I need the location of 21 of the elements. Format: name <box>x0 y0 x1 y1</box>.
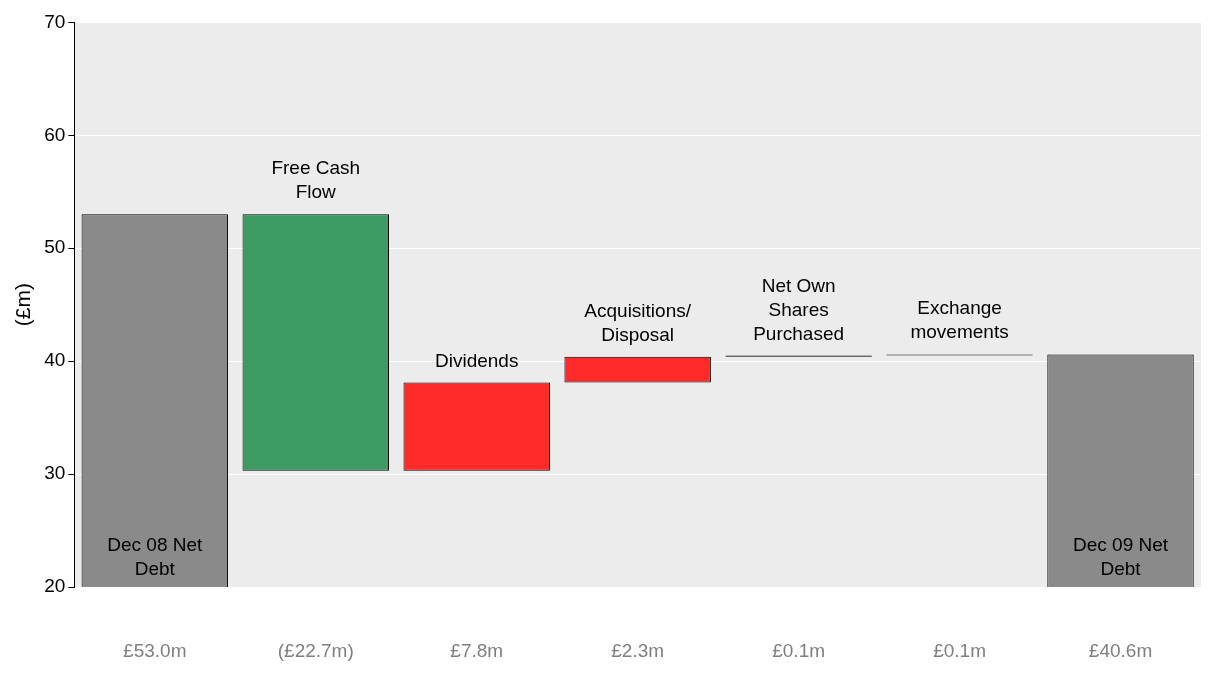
y-tick-label: 70 <box>44 10 66 32</box>
y-tick-label: 60 <box>44 123 66 145</box>
x-tick-label: Acquisitions/ Disposal <box>584 299 692 345</box>
data-label: £40.6m <box>1088 640 1153 661</box>
data-label: £7.8m <box>450 640 504 661</box>
data-label: £0.1m <box>772 640 826 661</box>
x-tick-label: Net Own Shares Purchased <box>753 274 845 344</box>
y-tick-label: 50 <box>44 236 66 258</box>
x-tick-label: Dividends <box>435 349 519 371</box>
x-tick-label: Dec 08 Net Debt <box>107 534 204 579</box>
x-tick-label: Dec 09 Net Debt <box>1073 534 1169 579</box>
data-label: (£22.7m) <box>277 640 354 661</box>
y-tick-label: 30 <box>44 462 66 484</box>
y-axis-title: (£m) <box>11 283 35 327</box>
x-tick-label: Free Cash Flow <box>271 157 361 203</box>
data-label: £0.1m <box>933 640 986 661</box>
data-label: £53.0m <box>123 640 187 661</box>
y-tick-label: 20 <box>44 575 66 597</box>
data-label: £2.3m <box>611 640 665 661</box>
y-tick-label: 40 <box>44 349 66 371</box>
x-tick-label: Exchange movements <box>910 297 1009 343</box>
